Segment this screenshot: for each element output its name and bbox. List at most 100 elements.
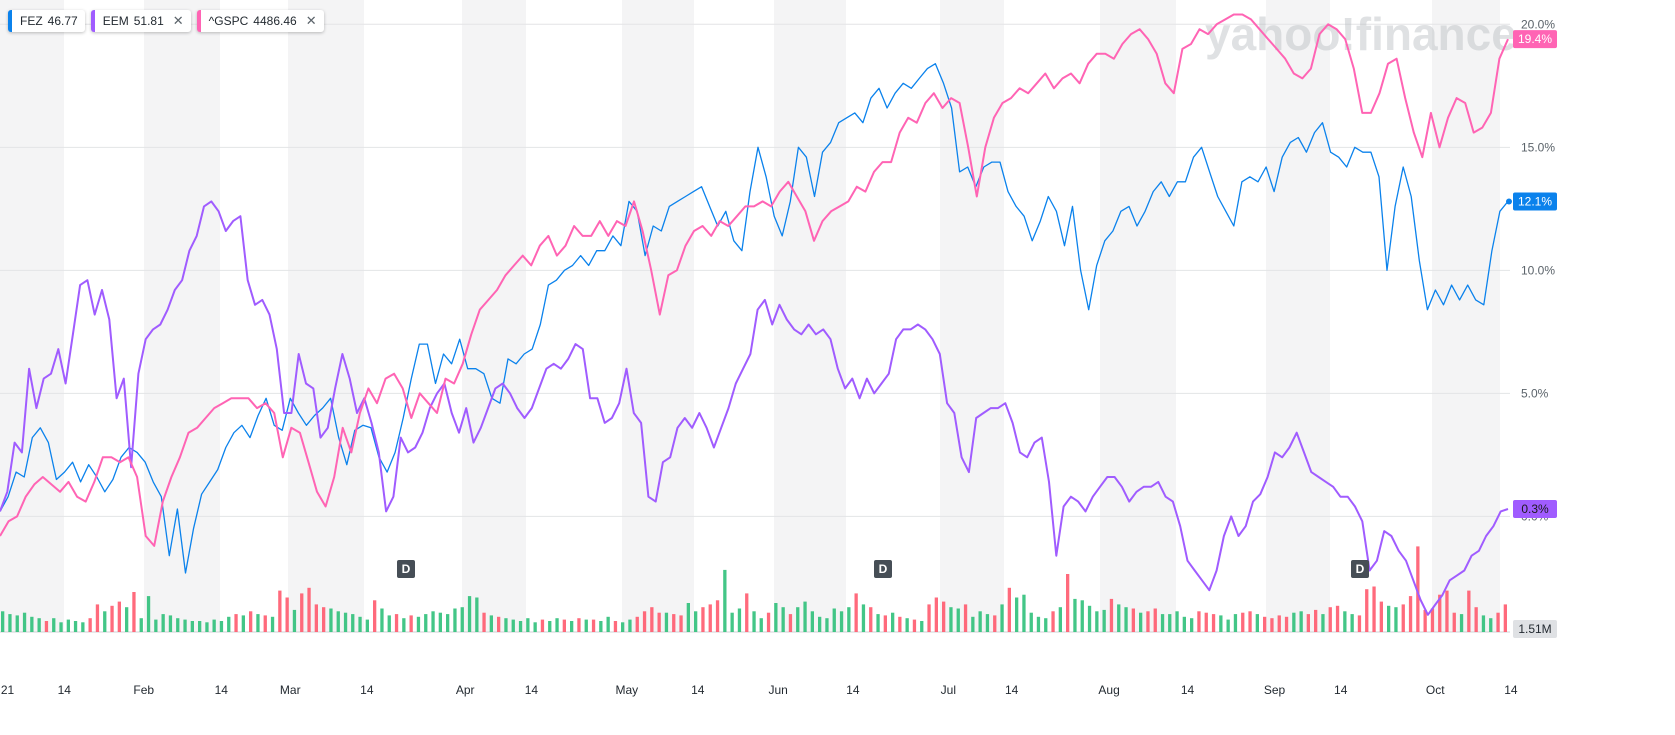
volume-bar [1299,611,1303,632]
y-tick-label: 5.0% [1521,386,1549,400]
volume-bar [424,614,428,632]
volume-bar [1423,609,1427,632]
volume-bar [132,592,136,632]
volume-bar [1117,604,1121,632]
legend-price: 4486.46 [253,14,297,28]
last-point [1506,198,1512,205]
x-tick-label: 14 [1005,683,1019,697]
volume-bar [584,619,588,632]
volume-bar [198,621,202,632]
legend-symbol: EEM [102,14,129,28]
volume-bar [394,614,399,632]
x-tick-label: 14 [846,683,860,697]
volume-bar [1124,607,1128,632]
legend-chip-gspc[interactable]: ^GSPC 4486.46 ✕ [196,10,324,32]
volume-bar [1438,594,1442,632]
volume-bar [803,601,807,632]
volume-bar [1233,614,1238,632]
volume-bar [1430,608,1435,632]
volume-bar [336,611,340,632]
volume-bar [562,619,566,632]
volume-bar [387,615,391,632]
volume-bar [1095,611,1099,632]
volume-bar [591,619,596,632]
volume-bar [1073,598,1077,632]
volume-bar [839,611,844,632]
volume-bar [343,612,348,632]
volume-bar [1503,604,1507,632]
volume-bar [672,614,676,632]
volume-bar [1160,614,1165,632]
series-line-eem [0,200,1509,616]
volume-bar [1022,594,1026,632]
volume-bar [154,619,158,632]
volume-bar [1051,611,1055,632]
volume-bar [1211,614,1216,632]
volume-bar [1445,590,1449,632]
volume-bar [117,601,121,632]
volume-bar [1365,589,1369,632]
week-band [144,0,220,632]
volume-bar [657,612,661,632]
volume-bar [642,611,647,632]
dividend-marker [874,560,892,578]
week-band [288,0,364,632]
volume-bar [701,607,705,632]
legend-chip-eem[interactable]: EEM 51.81 ✕ [90,10,191,32]
volume-bar [825,618,829,632]
volume-bar [1284,616,1289,632]
dividend-marker [397,560,415,578]
volume-bar [1350,614,1354,632]
volume-bar [1379,601,1383,632]
volume-bar [1204,612,1208,632]
volume-bar [453,608,457,632]
volume-bar [650,607,654,632]
x-tick-label: 14 [1334,683,1348,697]
yahoo-finance-watermark: yahoo!finance [1205,8,1517,60]
volume-bar [540,619,545,632]
volume-bar [358,616,362,632]
end-label-box [1513,192,1557,211]
volume-bar [351,614,355,632]
volume-bar [1314,609,1318,632]
x-tick-label: Feb [133,683,154,697]
volume-bar [1015,597,1019,632]
close-icon[interactable]: ✕ [305,13,317,28]
close-icon[interactable]: ✕ [172,13,184,28]
legend-chip-fez[interactable]: FEZ 46.77 [8,10,85,32]
volume-bar [1452,612,1456,632]
volume-bar [686,603,690,632]
volume-bar [745,593,749,632]
volume-bar [730,612,734,632]
volume-bar [66,619,70,632]
volume-bar [1168,614,1172,632]
series-line-gspc [0,13,1509,547]
volume-bar [942,601,946,632]
volume-bar [103,611,107,632]
x-tick-label: Aug [1098,683,1119,697]
volume-bar [555,618,559,632]
volume-bar [526,618,530,632]
legend-price: 51.81 [133,14,164,28]
volume-bar [1474,607,1478,632]
x-tick-label: 21 [1,683,15,697]
volume-bar [1459,614,1464,632]
volume-bar [898,616,902,632]
volume-bar [1372,586,1376,632]
volume-bar [1408,596,1413,632]
volume-bar [985,614,990,632]
volume-bar [1321,614,1325,632]
series-line-fez [0,63,1509,574]
y-tick-label: 10.0% [1521,263,1555,277]
volume-bar [818,616,822,632]
volume-bar [1328,607,1332,632]
volume-bar [971,616,975,632]
volume-bar [832,608,836,632]
x-tick-label: 14 [1181,683,1195,697]
volume-bar [212,619,216,632]
week-band [1266,0,1330,632]
volume-bar [183,619,187,632]
x-tick-label: Jul [941,683,956,697]
x-tick-label: 14 [525,683,539,697]
